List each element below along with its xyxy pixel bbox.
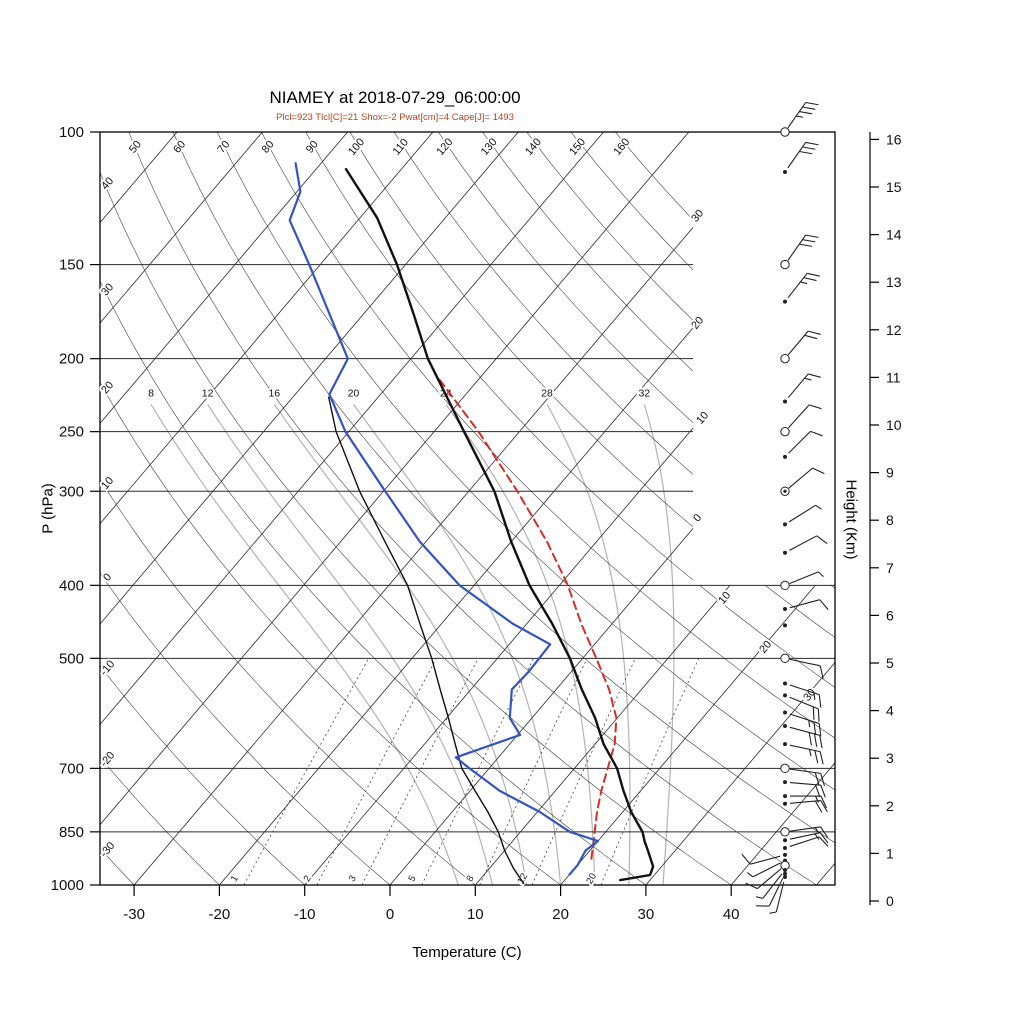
svg-text:15: 15 bbox=[886, 179, 902, 195]
sounding-profiles bbox=[288, 162, 655, 885]
mixing-ratio-lines bbox=[243, 658, 700, 885]
svg-text:20: 20 bbox=[757, 639, 774, 656]
pressure-gridlines bbox=[100, 264, 835, 833]
svg-text:3: 3 bbox=[347, 874, 359, 884]
svg-text:250: 250 bbox=[59, 424, 84, 441]
dewpoint-curve bbox=[288, 162, 600, 876]
svg-text:5: 5 bbox=[886, 655, 894, 671]
svg-text:8: 8 bbox=[464, 874, 476, 884]
wind-barb-column bbox=[741, 101, 829, 914]
svg-text:700: 700 bbox=[59, 760, 84, 777]
svg-text:28: 28 bbox=[541, 387, 553, 399]
plot-frame bbox=[99, 131, 836, 886]
svg-text:1: 1 bbox=[886, 845, 894, 861]
svg-text:16: 16 bbox=[268, 387, 280, 399]
svg-text:300: 300 bbox=[59, 483, 84, 500]
svg-text:150: 150 bbox=[567, 136, 588, 158]
svg-text:140: 140 bbox=[523, 136, 544, 158]
svg-text:11: 11 bbox=[886, 369, 901, 385]
svg-text:60: 60 bbox=[171, 139, 188, 156]
svg-text:1: 1 bbox=[229, 874, 241, 884]
svg-text:200: 200 bbox=[59, 351, 84, 368]
svg-text:8: 8 bbox=[148, 387, 154, 399]
svg-text:-10: -10 bbox=[98, 658, 117, 678]
svg-text:2: 2 bbox=[302, 874, 314, 884]
svg-text:120: 120 bbox=[435, 136, 456, 158]
svg-text:5: 5 bbox=[406, 874, 418, 884]
svg-text:30: 30 bbox=[689, 208, 706, 225]
svg-text:10: 10 bbox=[886, 417, 902, 433]
svg-text:20: 20 bbox=[348, 387, 360, 399]
svg-text:-30: -30 bbox=[123, 906, 145, 923]
svg-text:10: 10 bbox=[694, 410, 711, 427]
svg-text:14: 14 bbox=[886, 227, 902, 243]
svg-text:100: 100 bbox=[59, 124, 84, 141]
svg-text:130: 130 bbox=[479, 136, 500, 158]
svg-text:10: 10 bbox=[716, 590, 733, 607]
svg-text:30: 30 bbox=[638, 906, 655, 923]
svg-text:40: 40 bbox=[99, 175, 116, 192]
svg-text:-30: -30 bbox=[98, 840, 117, 860]
svg-text:12: 12 bbox=[202, 387, 214, 399]
svg-text:32: 32 bbox=[638, 387, 650, 399]
svg-text:20: 20 bbox=[552, 906, 569, 923]
svg-text:8: 8 bbox=[886, 512, 894, 528]
temperature-curve bbox=[344, 167, 655, 882]
svg-text:30: 30 bbox=[99, 281, 116, 298]
svg-text:1000: 1000 bbox=[51, 877, 84, 894]
parcel-ascent-curve bbox=[434, 373, 618, 860]
svg-text:500: 500 bbox=[59, 650, 84, 667]
svg-text:40: 40 bbox=[723, 906, 740, 923]
svg-text:-10: -10 bbox=[294, 906, 316, 923]
svg-text:-20: -20 bbox=[209, 906, 231, 923]
svg-text:20: 20 bbox=[584, 871, 599, 886]
svg-text:90: 90 bbox=[304, 139, 321, 156]
svg-text:80: 80 bbox=[260, 139, 277, 156]
svg-text:110: 110 bbox=[391, 136, 411, 157]
svg-text:10: 10 bbox=[467, 906, 484, 923]
svg-text:4: 4 bbox=[886, 703, 894, 719]
svg-text:3: 3 bbox=[886, 750, 894, 766]
svg-text:9: 9 bbox=[886, 465, 894, 481]
svg-text:150: 150 bbox=[59, 257, 84, 274]
svg-text:13: 13 bbox=[886, 274, 902, 290]
svg-text:850: 850 bbox=[59, 824, 84, 841]
secondary-profile-curve bbox=[328, 396, 525, 885]
svg-text:0: 0 bbox=[886, 893, 894, 909]
svg-text:0: 0 bbox=[101, 571, 114, 583]
svg-text:10: 10 bbox=[99, 475, 116, 492]
svg-text:16: 16 bbox=[886, 131, 902, 147]
svg-text:50: 50 bbox=[127, 139, 144, 156]
svg-text:7: 7 bbox=[886, 560, 894, 576]
svg-text:2: 2 bbox=[886, 798, 894, 814]
svg-text:-20: -20 bbox=[98, 750, 117, 770]
svg-text:0: 0 bbox=[386, 906, 394, 923]
svg-text:12: 12 bbox=[886, 322, 902, 338]
svg-text:0: 0 bbox=[691, 512, 704, 524]
svg-text:70: 70 bbox=[215, 139, 232, 156]
svg-text:160: 160 bbox=[611, 136, 632, 158]
svg-text:400: 400 bbox=[59, 577, 84, 594]
svg-text:6: 6 bbox=[886, 607, 894, 623]
svg-text:20: 20 bbox=[99, 379, 116, 396]
